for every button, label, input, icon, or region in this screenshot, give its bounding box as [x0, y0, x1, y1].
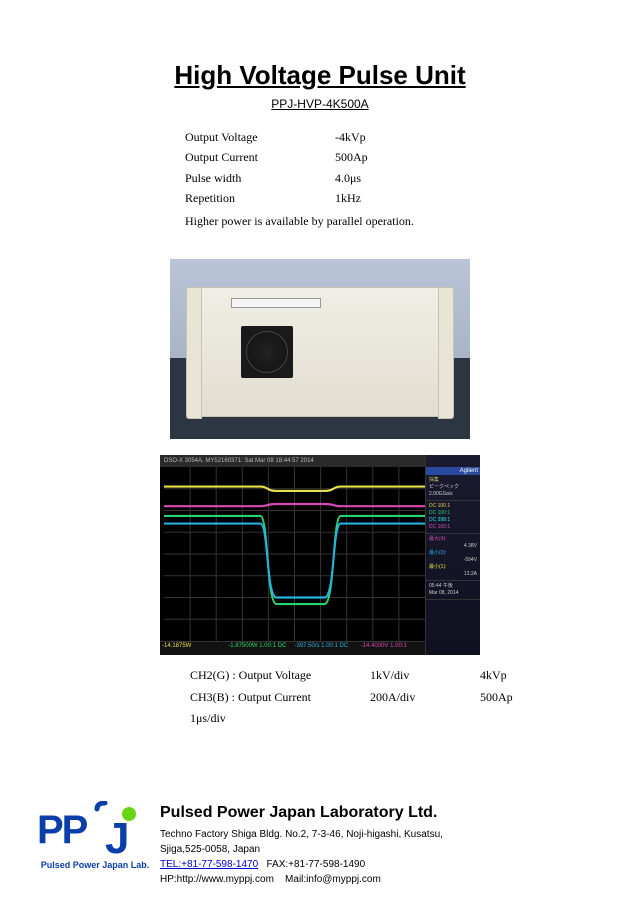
company-address: Sjiga,525-0058, Japan — [160, 842, 610, 857]
meas-label: CH2(G) : Output Voltage — [190, 665, 370, 687]
spec-note: Higher power is available by parallel op… — [185, 211, 590, 231]
company-name: Pulsed Power Japan Laboratory Ltd. — [160, 801, 610, 825]
svg-text:PP: PP — [37, 808, 88, 852]
spec-label: Output Current — [185, 147, 335, 167]
meas-row: CH3(B) : Output Current 200A/div 500Ap — [190, 687, 590, 709]
side-text: 採集 — [429, 477, 477, 484]
foot-cell: -1.87500W 1.00:1 DC — [226, 641, 292, 655]
spec-value: 1kHz — [335, 188, 361, 208]
meas-label: 1μs/div — [190, 708, 370, 730]
spec-table: Output Voltage -4kVp Output Current 500A… — [185, 127, 590, 231]
page-footer: PP J Pulsed Power Japan Lab. Pulsed Powe… — [0, 801, 640, 887]
company-fax: FAX:+81-77-598-1490 — [266, 859, 365, 870]
side-text: DC 100:1 — [429, 510, 477, 517]
meas-row: CH2(G) : Output Voltage 1kV/div 4kVp — [190, 665, 590, 687]
meas-value: 500Ap — [480, 687, 513, 709]
fan-icon — [241, 326, 293, 378]
spec-row: Output Current 500Ap — [185, 147, 590, 167]
scope-side-panel: Agilent 採集 ピークペック 2.00GSa/s DC 100.1 DC … — [425, 455, 480, 655]
ppj-logo-icon: PP J — [35, 801, 155, 857]
company-info: Pulsed Power Japan Laboratory Ltd. Techn… — [160, 801, 610, 887]
meas-label: CH3(B) : Output Current — [190, 687, 370, 709]
side-text: 2.00GSa/s — [429, 491, 477, 498]
side-text: Mar 08, 2014 — [429, 590, 477, 597]
device-label-icon — [231, 298, 321, 308]
side-text: DC 398:1 — [429, 517, 477, 524]
chassis-icon — [200, 287, 440, 417]
scope-plot — [164, 467, 425, 641]
company-address: Techno Factory Shiga Bldg. No.2, 7-3-46,… — [160, 827, 610, 842]
scope-brand: Agilent — [426, 467, 480, 475]
page-title: High Voltage Pulse Unit — [50, 60, 590, 91]
measurement-table: CH2(G) : Output Voltage 1kV/div 4kVp CH3… — [190, 665, 590, 730]
side-text: DC 100:1 — [429, 524, 477, 531]
foot-cell: -14.1875W — [160, 641, 226, 655]
company-mail: Mail:info@myppj.com — [285, 874, 381, 885]
product-photo — [170, 259, 470, 439]
side-text: 最小(3): — [429, 550, 477, 557]
side-text: 4.38V — [429, 543, 477, 550]
side-text: 05:44 午後 — [429, 583, 477, 590]
meas-scale: 200A/div — [370, 687, 480, 709]
scope-grid — [164, 467, 425, 641]
side-text: DC 100.1 — [429, 503, 477, 510]
oscilloscope-screenshot: DSO-X 3054A, MY52160371: Sat Mar 08 18:4… — [160, 455, 480, 655]
side-text: ピークペック — [429, 484, 477, 491]
foot-cell: -14.4000V 1.00:1 — [359, 641, 425, 655]
spec-label: Pulse width — [185, 168, 335, 188]
spec-label: Repetition — [185, 188, 335, 208]
company-logo: PP J Pulsed Power Japan Lab. — [30, 801, 160, 870]
model-number: PPJ-HVP-4K500A — [50, 97, 590, 111]
spec-row: Output Voltage -4kVp — [185, 127, 590, 147]
side-text: 最大(4): — [429, 536, 477, 543]
company-tel-link[interactable]: TEL:+81-77-598-1470 — [160, 859, 258, 870]
spec-value: 500Ap — [335, 147, 368, 167]
spec-value: 4.0μs — [335, 168, 361, 188]
svg-text:J: J — [105, 814, 129, 857]
meas-value: 4kVp — [480, 665, 507, 687]
spec-label: Output Voltage — [185, 127, 335, 147]
spec-value: -4kVp — [335, 127, 366, 147]
scope-footer: -14.1875W -1.87500W 1.00:1 DC -397.50/s … — [160, 641, 425, 655]
company-hp: HP:http://www.myppj.com — [160, 874, 274, 885]
spec-row: Pulse width 4.0μs — [185, 168, 590, 188]
side-text: 13.2A — [429, 571, 477, 578]
logo-caption: Pulsed Power Japan Lab. — [30, 860, 160, 870]
meas-scale: 1kV/div — [370, 665, 480, 687]
side-text: -594V — [429, 557, 477, 564]
meas-row: 1μs/div — [190, 708, 590, 730]
spec-row: Repetition 1kHz — [185, 188, 590, 208]
side-text: 最小(1): — [429, 564, 477, 571]
foot-cell: -397.50/s 1.00:1 DC — [293, 641, 359, 655]
